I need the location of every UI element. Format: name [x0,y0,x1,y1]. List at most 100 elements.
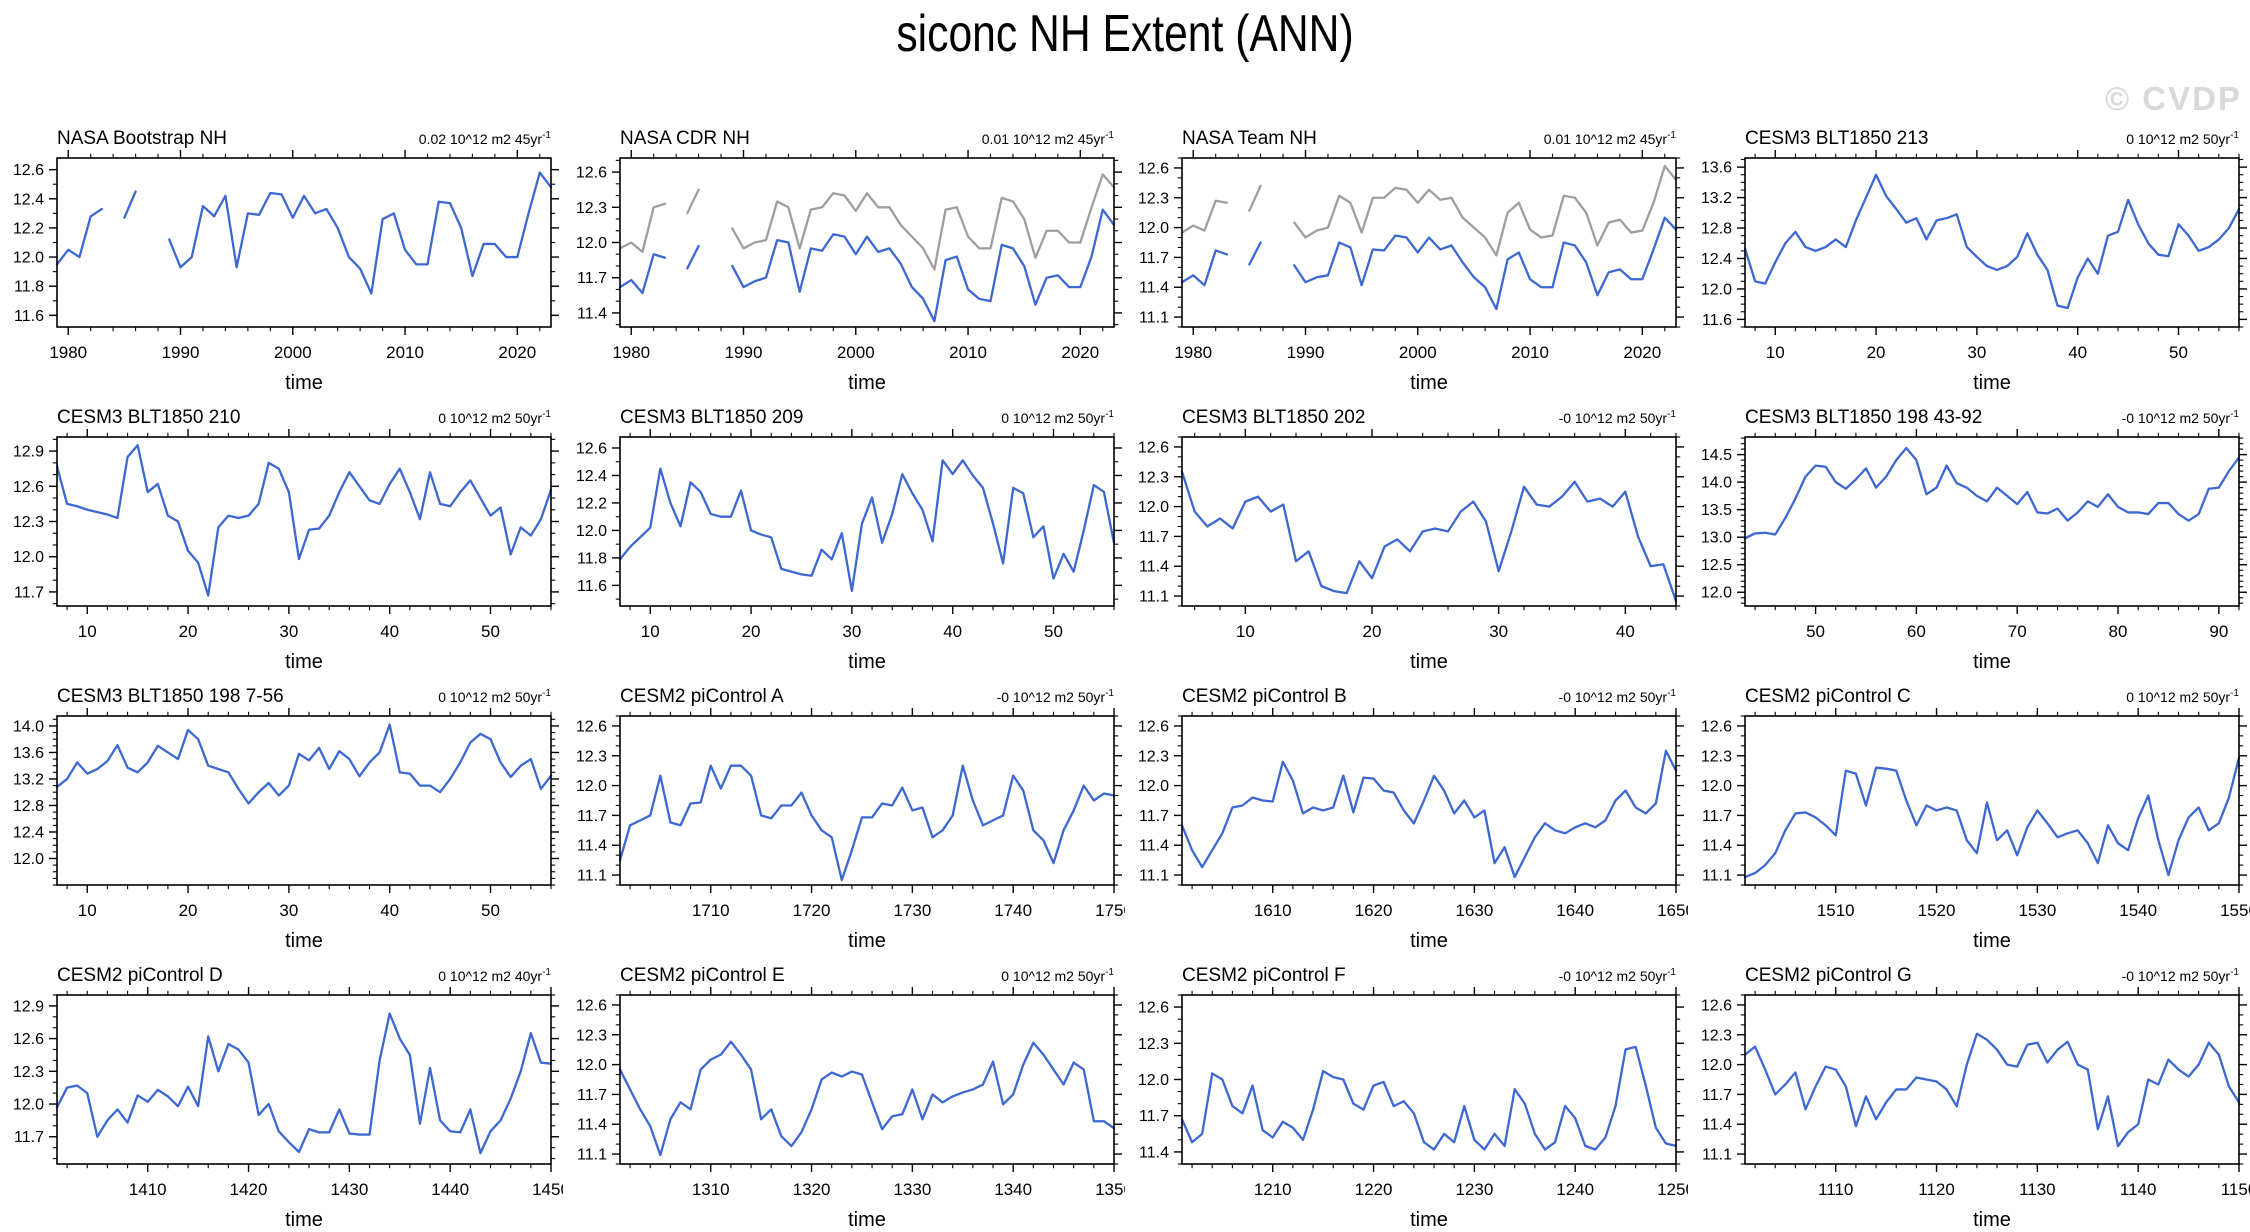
y-tick-label: 14.5 [1700,447,1731,464]
y-tick-label: 12.2 [13,220,44,237]
chart-svg: 1410 1420 1430 1440 1450 11.7 12.0 12.3 12.6 12.9… [13,965,563,1231]
y-tick-label: 11.4 [1139,559,1169,576]
y-tick-label: 12.6 [13,1031,44,1048]
plot-frame [1181,994,1677,1165]
chart-panel: 1980 1990 2000 2010 2020 11.4 11.7 12.0 12.3 12.6… [563,115,1126,394]
panel-title: CESM2 piControl E [620,965,785,986]
y-tick-label: 11.4 [1139,280,1169,297]
plot-frame [1743,715,2240,886]
chart-panel: 10 20 30 40 50 11.6 12.0 12.4 12.8 13.2 13.6 CESM3 … [1688,115,2250,394]
y-tick-label: 11.6 [1702,312,1732,329]
x-tick-label: 2020 [498,343,536,362]
x-tick-label: 1330 [893,1180,931,1199]
x-tick-label: 1240 [1556,1180,1594,1199]
y-tick-label: 12.0 [1138,778,1169,795]
y-tick-label: 12.3 [575,200,606,217]
plot-frame [56,715,552,886]
x-tick-label: 1750 [1095,901,1125,920]
y-tick-label: 11.6 [577,578,607,595]
y-tick-label: 12.6 [575,440,606,457]
series-line-blue [618,1040,1115,1157]
chart-panel: 10 20 30 40 11.1 11.4 11.7 12.0 12.3 12.6 CESM3 BL… [1125,394,1688,673]
y-tick-label: 12.0 [1700,1057,1731,1074]
x-tick-label: 90 [2209,622,2228,641]
chart-panel: 10 20 30 40 50 11.6 11.8 12.0 12.2 12.4 12.6 CESM3 … [563,394,1126,673]
y-tick-label: 13.6 [1700,160,1731,177]
y-tick-label: 13.6 [13,745,44,762]
series-line-blue [55,1012,553,1155]
y-tick-label: 12.0 [13,250,44,267]
plot-frame [1743,994,2240,1165]
plot-frame [1181,157,1677,328]
y-tick-label: 13.2 [1700,190,1731,207]
x-tick-label: 30 [279,901,298,920]
panel-title: NASA Bootstrap NH [57,128,227,149]
y-tick-label: 11.1 [1139,310,1169,327]
x-tick-label: 1650 [1657,901,1687,920]
plot-frame [618,157,1115,328]
y-tick-label: 12.4 [13,824,44,841]
series-line-blue [1743,756,2240,879]
y-tick-label: 12.5 [1700,557,1731,574]
x-tick-label: 40 [380,622,399,641]
chart-panel: 1310 1320 1330 1340 1350 11.1 11.4 11.7 12.0 12.3… [563,952,1125,1231]
y-tick-label: 11.4 [577,1117,607,1134]
x-axis-label: time [848,651,886,673]
x-tick-label: 1310 [691,1180,729,1199]
chart-panel: 10 20 30 40 50 11.7 12.0 12.3 12.6 12.9 CESM3 BLT1… [0,394,563,673]
trend-label: 0 10^12 m2 50yr-1 [2126,130,2239,147]
y-tick-label: 12.6 [1700,718,1731,735]
series-line-blue [1743,173,2240,310]
x-tick-label: 1540 [2119,901,2157,920]
x-tick-label: 1410 [129,1180,167,1199]
plot-frame [1743,157,2240,328]
trend-label: 0 10^12 m2 50yr-1 [2126,688,2239,705]
chart-panel: 1210 1220 1230 1240 1250 11.4 11.7 12.0 12.3 12.6… [1125,952,1688,1231]
panel-title: CESM2 piControl B [1182,686,1347,707]
x-tick-label: 1440 [431,1180,469,1199]
plot-frame [618,994,1115,1165]
x-tick-label: 1510 [1816,901,1854,920]
y-tick-label: 12.6 [1138,718,1169,735]
y-tick-label: 12.3 [13,514,44,531]
y-tick-label: 11.4 [1139,838,1169,855]
chart-svg: 10 20 30 40 50 11.6 12.0 12.4 12.8 13.2 13.6 CESM3 … [1700,128,2247,394]
trend-label: 0 10^12 m2 40yr-1 [438,967,551,984]
panel-title: NASA Team NH [1182,128,1317,149]
plot-frame [1743,436,2240,607]
x-axis-label: time [1973,651,2011,673]
y-tick-label: 12.3 [575,748,606,765]
chart-panel: 1710 1720 1730 1740 1750 11.1 11.4 11.7 12.0 12.3… [563,673,1125,952]
x-tick-label: 30 [279,622,298,641]
x-tick-label: 1210 [1254,1180,1292,1199]
trend-label: 0.02 10^12 m2 45yr-1 [419,130,552,147]
y-tick-label: 11.7 [577,270,607,287]
chart-panel: 1610 1620 1630 1640 1650 11.1 11.4 11.7 12.0 12.3… [1125,673,1688,952]
x-tick-label: 10 [640,622,659,641]
x-tick-label: 1530 [2018,901,2056,920]
x-tick-label: 1610 [1254,901,1292,920]
x-tick-label: 1340 [994,1180,1032,1199]
x-axis-label: time [1410,372,1448,394]
y-tick-label: 14.0 [13,718,44,735]
x-tick-label: 1520 [1917,901,1955,920]
panel-title: CESM2 piControl G [1745,965,1912,986]
x-tick-label: 1420 [230,1180,268,1199]
series-line-blue [1180,1045,1678,1151]
y-tick-label: 11.1 [1139,589,1169,606]
x-tick-label: 2010 [1511,343,1549,362]
y-tick-label: 12.0 [1138,1072,1169,1089]
x-tick-label: 50 [1044,622,1063,641]
plot-frame [1181,715,1677,886]
y-tick-label: 11.4 [577,838,607,855]
y-tick-label: 12.0 [1700,585,1731,602]
trend-label: -0 10^12 m2 50yr-1 [1559,967,1677,984]
y-tick-label: 12.4 [575,468,606,485]
y-tick-label: 13.5 [1700,502,1731,519]
series-line-blue [1743,446,2240,540]
y-tick-label: 11.1 [577,868,607,885]
x-tick-label: 1990 [162,343,200,362]
x-tick-label: 20 [741,622,760,641]
y-tick-label: 12.9 [13,998,44,1015]
chart-panel: 50 60 70 80 90 12.0 12.5 13.0 13.5 14.0 14.5 CESM3 … [1688,394,2250,673]
